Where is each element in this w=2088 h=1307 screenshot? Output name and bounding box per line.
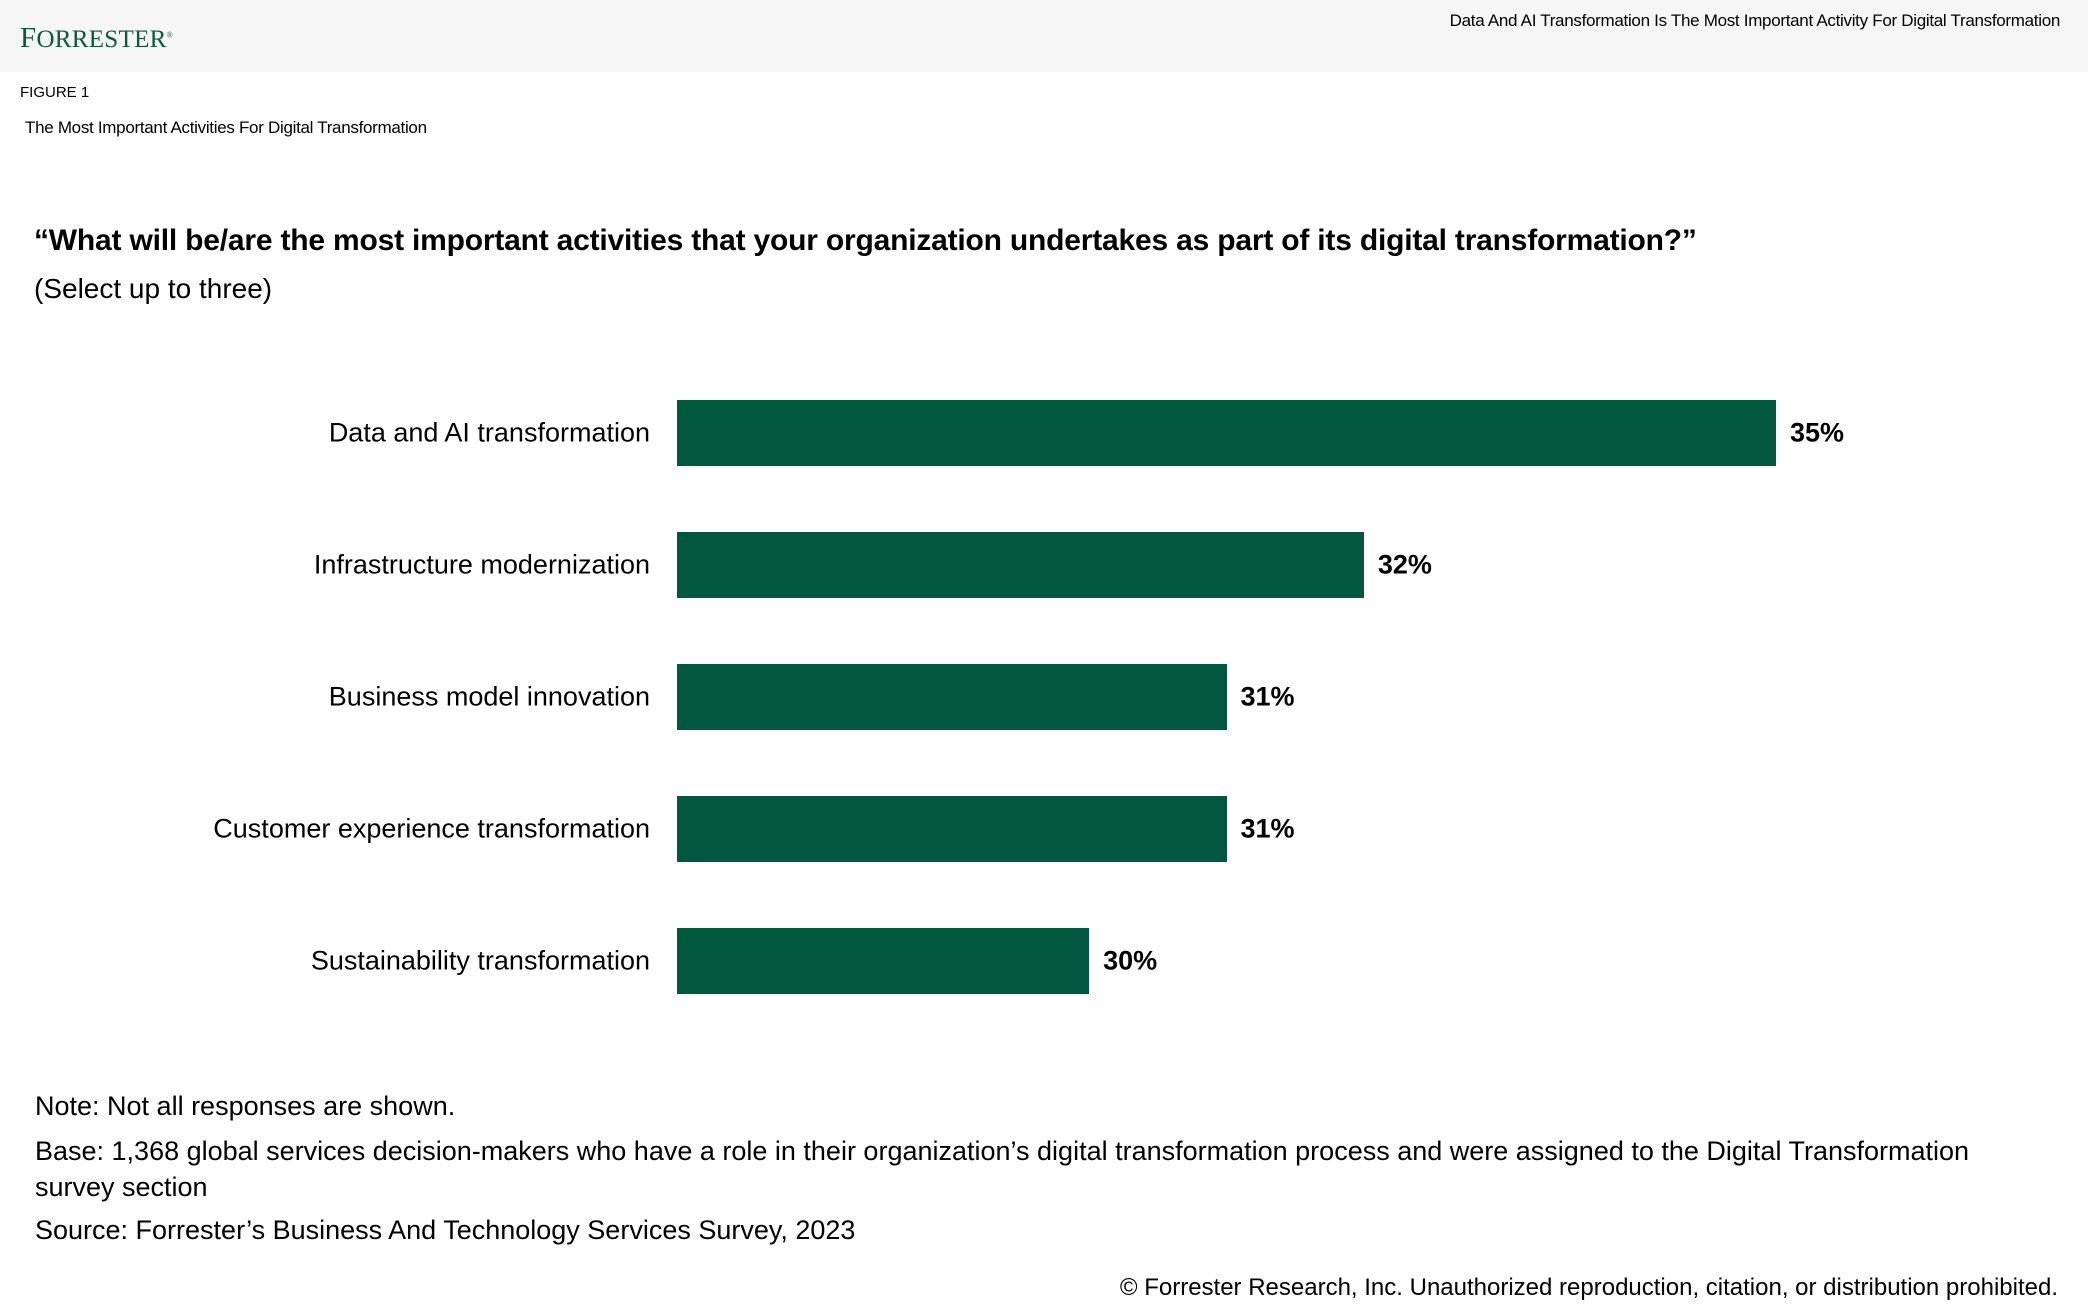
data-label: 35% xyxy=(1790,417,1845,448)
category-label: Infrastructure modernization xyxy=(313,549,650,580)
source: Source: Forrester’s Business And Technol… xyxy=(35,1215,856,1245)
chart-subtitle: (Select up to three) xyxy=(34,273,273,304)
category-label: Data and AI transformation xyxy=(328,417,650,448)
data-label: 31% xyxy=(1240,813,1295,844)
bar xyxy=(677,796,1227,862)
data-label: 32% xyxy=(1377,549,1432,580)
chart-title: “What will be/are the most important act… xyxy=(34,224,1697,257)
forrester-logo: FORRESTER® xyxy=(20,22,174,54)
data-label: 30% xyxy=(1103,945,1158,976)
figure-label: FIGURE 1 xyxy=(20,84,90,101)
category-label: Customer experience transformation xyxy=(213,813,650,844)
bar xyxy=(677,532,1364,598)
note: Note: Not all responses are shown. xyxy=(35,1091,456,1121)
base: Base: 1,368 global services decision-mak… xyxy=(35,1136,1970,1202)
header-bar: FORRESTER® Data And AI Transformation Is… xyxy=(0,0,2088,72)
bar xyxy=(677,928,1090,994)
figure-subtitle: The Most Important Activities For Digita… xyxy=(25,118,427,137)
data-label: 31% xyxy=(1240,681,1295,712)
copyright: © Forrester Research, Inc. Unauthorized … xyxy=(1119,1274,2058,1301)
report-title: Data And AI Transformation Is The Most I… xyxy=(1449,11,2061,30)
bar xyxy=(677,400,1776,466)
category-label: Business model innovation xyxy=(328,681,650,712)
category-label: Sustainability transformation xyxy=(310,945,650,976)
bar xyxy=(677,664,1227,730)
